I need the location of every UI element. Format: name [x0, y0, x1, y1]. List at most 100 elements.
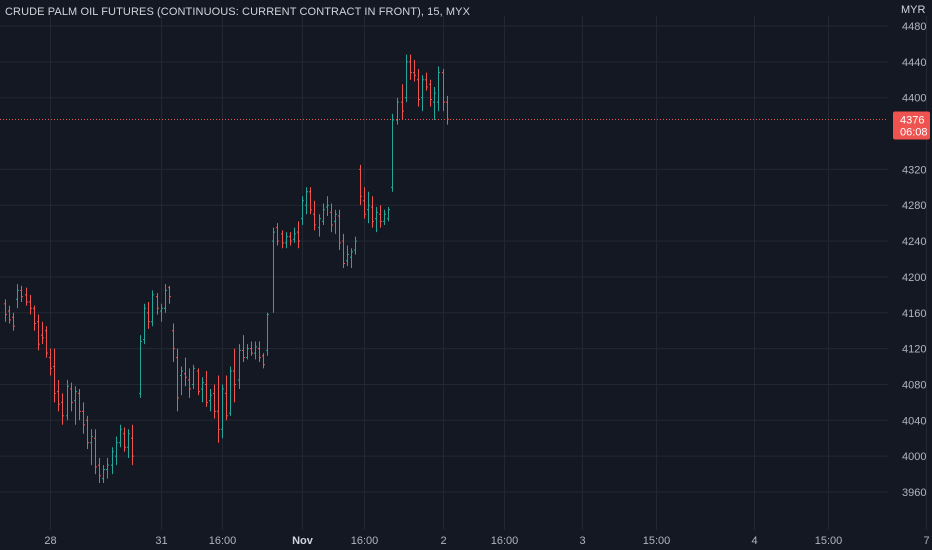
ohlc-bar [405, 54, 408, 103]
y-tick-label: 4400 [902, 93, 926, 105]
grid-lines [0, 16, 927, 530]
x-tick-label: 2 [440, 535, 446, 547]
ohlc-bar [421, 75, 424, 112]
x-tick-label: 16:00 [209, 535, 237, 547]
ohlc-bar [192, 364, 195, 389]
ohlc-bar [16, 284, 19, 309]
ohlc-bar [281, 230, 284, 249]
ohlc-bar [433, 86, 436, 121]
ohlc-bar [379, 205, 382, 228]
ohlc-bar [293, 227, 296, 243]
x-tick-label: 7 [923, 535, 929, 547]
ohlc-bar [205, 371, 208, 407]
ohlc-bar [20, 285, 23, 303]
ohlc-bar [238, 344, 241, 389]
y-tick-label: 4120 [902, 344, 926, 356]
ohlc-bar [90, 429, 93, 466]
ohlc-bar [318, 214, 321, 237]
ohlc-bar [396, 97, 399, 125]
y-tick-label: 4280 [902, 200, 926, 212]
ohlc-bar [401, 84, 404, 121]
ohlc-bar [201, 377, 204, 403]
ohlc-bar [350, 248, 353, 268]
ohlc-bar [309, 187, 312, 215]
ohlc-bar [94, 429, 97, 475]
ohlc-bar [375, 207, 378, 233]
ohlc-bar [326, 196, 329, 216]
ohlc-bar [123, 427, 126, 452]
ohlc-bar [383, 209, 386, 225]
ohlc-bar [160, 303, 163, 322]
ohlc-bar [176, 348, 179, 412]
ohlc-bar [102, 465, 105, 484]
price-axis[interactable]: 4480 4440 4400 4320 4280 4240 4200 4160 4120 4080… [902, 21, 926, 499]
ohlc-bar [4, 299, 7, 322]
ohlc-bar [322, 203, 325, 225]
x-tick-label: 16:00 [491, 535, 519, 547]
ohlc-bar [168, 285, 171, 304]
ohlc-bar [233, 348, 236, 403]
ohlc-bar [371, 196, 374, 228]
ohlc-bar [111, 447, 114, 475]
ohlc-bar [61, 393, 64, 425]
ohlc-bar [188, 368, 191, 398]
ohlc-bar [49, 348, 52, 376]
ohlc-bar [197, 368, 200, 396]
y-tick-label: 4040 [902, 415, 926, 427]
ohlc-bar [359, 164, 362, 206]
ohlc-bar [106, 457, 109, 479]
x-tick-label: 15:00 [643, 535, 671, 547]
ohlc-bar [254, 341, 257, 360]
ohlc-bar [446, 95, 449, 125]
ohlc-bar [25, 287, 28, 306]
ohlc-bar [151, 290, 154, 327]
ohlc-bar [417, 69, 420, 107]
ohlc-bar [209, 388, 212, 412]
ohlc-bar [78, 388, 81, 421]
ohlc-bar [425, 72, 428, 91]
chart-title: CRUDE PALM OIL FUTURES (CONTINUOUS: CURR… [5, 6, 471, 18]
x-tick-label: 4 [751, 535, 757, 547]
ohlc-bar [442, 69, 445, 112]
ohlc-bar [305, 187, 308, 215]
y-tick-label: 4000 [902, 451, 926, 463]
y-tick-label: 4080 [902, 379, 926, 391]
ohlc-bar [98, 457, 101, 484]
y-tick-label: 4320 [902, 164, 926, 176]
x-tick-label: 28 [44, 535, 56, 547]
ohlc-bar [266, 312, 269, 356]
ohlc-bar [229, 366, 232, 416]
ohlc-bar [115, 436, 118, 466]
ohlc-bar [363, 187, 366, 219]
ohlc-bar [53, 348, 56, 403]
ohlc-bar [164, 284, 167, 313]
y-tick-label: 4440 [902, 57, 926, 69]
x-tick-label: 31 [155, 535, 167, 547]
ohlc-bar [250, 341, 253, 356]
ohlc-bar [387, 207, 390, 222]
ohlc-bar [82, 402, 85, 434]
ohlc-bar [184, 357, 187, 387]
ohlc-bar [127, 429, 130, 458]
ohlc-bar [8, 305, 11, 324]
ohlc-bar [289, 232, 292, 246]
y-tick-label: 4480 [902, 21, 926, 33]
ohlc-bar [119, 424, 122, 448]
x-tick-label: 16:00 [351, 535, 379, 547]
x-tick-label: 15:00 [815, 535, 843, 547]
ohlc-bar [301, 196, 304, 225]
time-axis[interactable]: 28 31 16:00 Nov 16:00 2 16:00 3 15:00 4 15:00 7 [44, 535, 929, 547]
ohlc-bar [180, 366, 183, 396]
ohlc-bar [221, 384, 224, 439]
ohlc-bar [172, 323, 175, 363]
price-label: 4376 [900, 115, 924, 127]
ohlc-bar [86, 415, 89, 449]
currency-label: MYR [901, 4, 926, 16]
ohlc-bar [242, 335, 245, 363]
y-tick-label: 3960 [902, 487, 926, 499]
ohlc-bar [285, 232, 288, 249]
ohlc-bar [70, 382, 73, 412]
price-label-box [893, 111, 930, 140]
